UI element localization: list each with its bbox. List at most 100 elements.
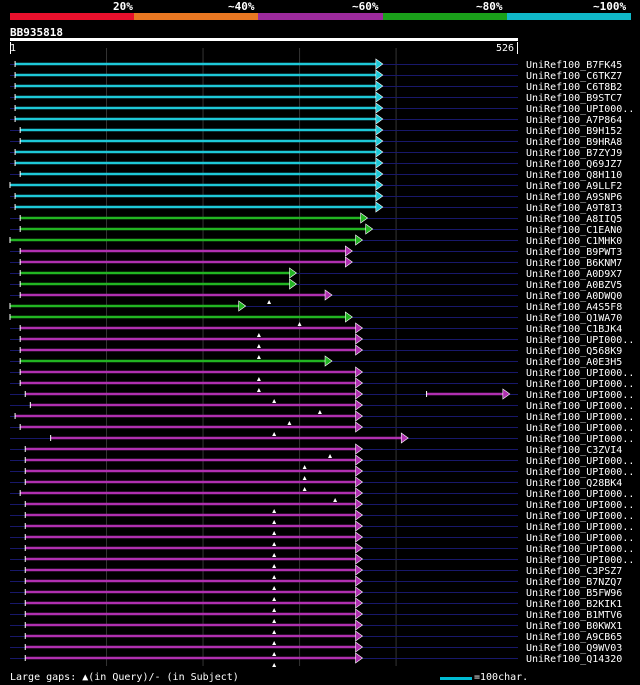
query-gap-marker <box>272 520 277 524</box>
hit-name: UniRef100_A9CB65 <box>526 632 622 643</box>
hit-arrow <box>355 399 364 411</box>
hit-name: UniRef100_B2KIK1 <box>526 599 622 610</box>
hit-name: UniRef100_B7NZQ7 <box>526 577 622 588</box>
query-gap-marker <box>272 542 277 546</box>
hit-name: UniRef100_UPI000.. <box>526 379 634 390</box>
query-gap-marker <box>256 377 261 381</box>
hit-arrow <box>375 102 384 114</box>
hit-arrow <box>355 619 364 631</box>
scale-tick-start <box>10 42 11 54</box>
query-gap-marker <box>272 564 277 568</box>
hit-name: UniRef100_B9STC7 <box>526 93 622 104</box>
hit-name: UniRef100_A7P864 <box>526 115 622 126</box>
legend-label-80: ~80% <box>476 0 503 13</box>
hit-arrow <box>238 300 247 312</box>
query-gap-marker <box>256 388 261 392</box>
legend-label-100: ~100% <box>593 0 627 13</box>
hit-arrow <box>375 69 384 81</box>
hit-name: UniRef100_Q14320 <box>526 654 622 665</box>
hit-name: UniRef100_A0D9X7 <box>526 269 622 280</box>
hit-name: UniRef100_A0BZV5 <box>526 280 622 291</box>
hit-name: UniRef100_B9H152 <box>526 126 622 137</box>
hit-name: UniRef100_A0DWQ0 <box>526 291 622 302</box>
hit-arrow <box>355 575 364 587</box>
legend-segment-0 <box>10 13 135 20</box>
hit-arrow <box>400 432 409 444</box>
query-gap-marker <box>267 300 272 304</box>
hit-name: UniRef100_UPI000.. <box>526 522 634 533</box>
legend-segment-3 <box>382 13 507 20</box>
hit-arrow <box>355 520 364 532</box>
query-gap-marker <box>317 410 322 414</box>
hit-arrow <box>365 223 374 235</box>
hit-arrow <box>355 322 364 334</box>
query-gap-marker <box>272 575 277 579</box>
hit-name: UniRef100_A9SNP6 <box>526 192 622 203</box>
hit-arrow <box>355 454 364 466</box>
query-gap-marker <box>272 432 277 436</box>
hit-name: UniRef100_UPI000.. <box>526 533 634 544</box>
hit-arrow <box>375 146 384 158</box>
hit-arrow <box>375 168 384 180</box>
hit-arrow <box>375 80 384 92</box>
hit-name: UniRef100_Q9WV03 <box>526 643 622 654</box>
query-gap-marker <box>272 641 277 645</box>
hit-name: UniRef100_A9T8I3 <box>526 203 622 214</box>
hit-name: UniRef100_UPI000.. <box>526 412 634 423</box>
hit-arrow <box>289 267 297 279</box>
hit-arrow <box>355 531 364 543</box>
hit-arrow <box>355 333 364 345</box>
hit-name: UniRef100_Q1WA70 <box>526 313 622 324</box>
hit-name: UniRef100_B7ZYJ9 <box>526 148 622 159</box>
hit-name: UniRef100_UPI000.. <box>526 544 634 555</box>
hit-name: UniRef100_C1EAN0 <box>526 225 622 236</box>
query-gap-marker <box>256 333 261 337</box>
query-gap-marker <box>272 553 277 557</box>
hit-extra-arrow <box>502 388 511 400</box>
query-gap-marker <box>272 619 277 623</box>
hit-arrow <box>375 58 384 70</box>
hit-name: UniRef100_B0KWX1 <box>526 621 622 632</box>
hit-arrow <box>355 410 364 422</box>
query-gap-marker <box>302 465 307 469</box>
query-gap-marker <box>328 454 333 458</box>
hit-arrow <box>345 245 353 257</box>
hit-arrow <box>375 190 384 202</box>
query-gap-marker <box>256 344 261 348</box>
hit-arrow <box>355 388 364 400</box>
hit-arrow <box>355 509 364 521</box>
hit-arrow <box>375 157 384 169</box>
gaps-legend: Large gaps: ▲(in Query)/- (in Subject) <box>10 672 239 683</box>
scale-tick-end <box>517 42 518 54</box>
hit-arrow <box>375 135 384 147</box>
hit-name: UniRef100_B6KNM7 <box>526 258 622 269</box>
hit-name: UniRef100_A0E3H5 <box>526 357 622 368</box>
query-gap-marker <box>272 399 277 403</box>
hit-name: UniRef100_C6T8B2 <box>526 82 622 93</box>
hit-name: UniRef100_A8IIQ5 <box>526 214 622 225</box>
hit-name: UniRef100_UPI000.. <box>526 434 634 445</box>
hit-arrow <box>355 421 364 433</box>
hit-arrow <box>355 608 364 620</box>
hit-arrow <box>345 311 353 323</box>
hit-arrow <box>355 487 364 499</box>
legend-label-40: ~40% <box>228 0 255 13</box>
hit-arrow <box>289 278 297 290</box>
query-gap-marker <box>297 322 302 326</box>
hit-arrow <box>355 476 364 488</box>
scale-key-text: =100char. <box>474 672 529 683</box>
hit-name: UniRef100_UPI000.. <box>526 456 634 467</box>
hit-arrow <box>355 597 364 609</box>
query-gap-marker <box>302 487 307 491</box>
hit-arrow <box>355 542 364 554</box>
hit-name: UniRef100_A9LLF2 <box>526 181 622 192</box>
query-gap-marker <box>272 509 277 513</box>
hit-arrow <box>355 652 364 664</box>
hit-arrow <box>375 124 384 136</box>
hit-name: UniRef100_UPI000.. <box>526 489 634 500</box>
hit-name: UniRef100_UPI000.. <box>526 423 634 434</box>
hit-name: UniRef100_Q8H110 <box>526 170 622 181</box>
hit-arrow <box>375 91 384 103</box>
legend-label-20: 20% <box>113 0 133 13</box>
hit-name: UniRef100_UPI000.. <box>526 368 634 379</box>
